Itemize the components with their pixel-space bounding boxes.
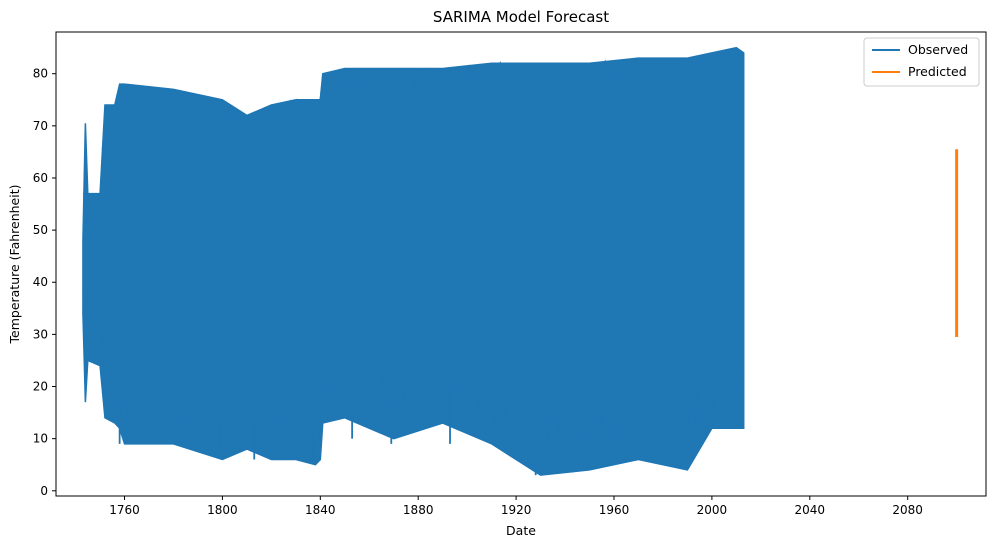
plot-area — [82, 46, 959, 476]
x-tick-label: 1800 — [207, 503, 238, 517]
x-tick-label: 2040 — [795, 503, 826, 517]
observed-series-peaks — [101, 50, 742, 150]
observed-series-band — [82, 46, 745, 476]
x-tick-label: 1880 — [403, 503, 434, 517]
legend: Observed Predicted — [863, 37, 980, 87]
x-tick-label: 2080 — [892, 503, 923, 517]
x-axis-title: Date — [506, 523, 536, 538]
observed-end-segment — [728, 54, 745, 64]
y-tick-label: 80 — [33, 67, 48, 81]
x-tick-label: 1760 — [109, 503, 140, 517]
y-tick-label: 60 — [33, 171, 48, 185]
plot-frame — [55, 31, 987, 497]
y-tick-label: 20 — [33, 380, 48, 394]
y-tick-label: 70 — [33, 119, 48, 133]
y-tick-label: 10 — [33, 432, 48, 446]
observed-series-troughs — [101, 332, 743, 451]
x-tick-label: 1960 — [599, 503, 630, 517]
y-axis: 0 10 20 30 40 50 60 70 80 — [33, 67, 56, 498]
y-tick-label: 0 — [40, 484, 48, 498]
x-tick-label: 2000 — [697, 503, 728, 517]
legend-predicted-label: Predicted — [908, 64, 967, 79]
x-tick-label: 1840 — [305, 503, 336, 517]
observed-early-segment — [84, 208, 109, 262]
x-axis: 1760 1800 1840 1880 1920 1960 2000 2040 2080 — [109, 496, 923, 517]
observed-early-segment — [82, 192, 101, 242]
observed-early-segment — [82, 292, 106, 356]
y-tick-label: 40 — [33, 275, 48, 289]
y-axis-title: Temperature (Fahrenheit) — [7, 185, 22, 345]
chart-title: SARIMA Model Forecast — [433, 8, 609, 26]
x-tick-label: 1920 — [501, 503, 532, 517]
legend-observed-label: Observed — [908, 42, 968, 57]
y-tick-label: 30 — [33, 327, 48, 341]
y-tick-label: 50 — [33, 223, 48, 237]
